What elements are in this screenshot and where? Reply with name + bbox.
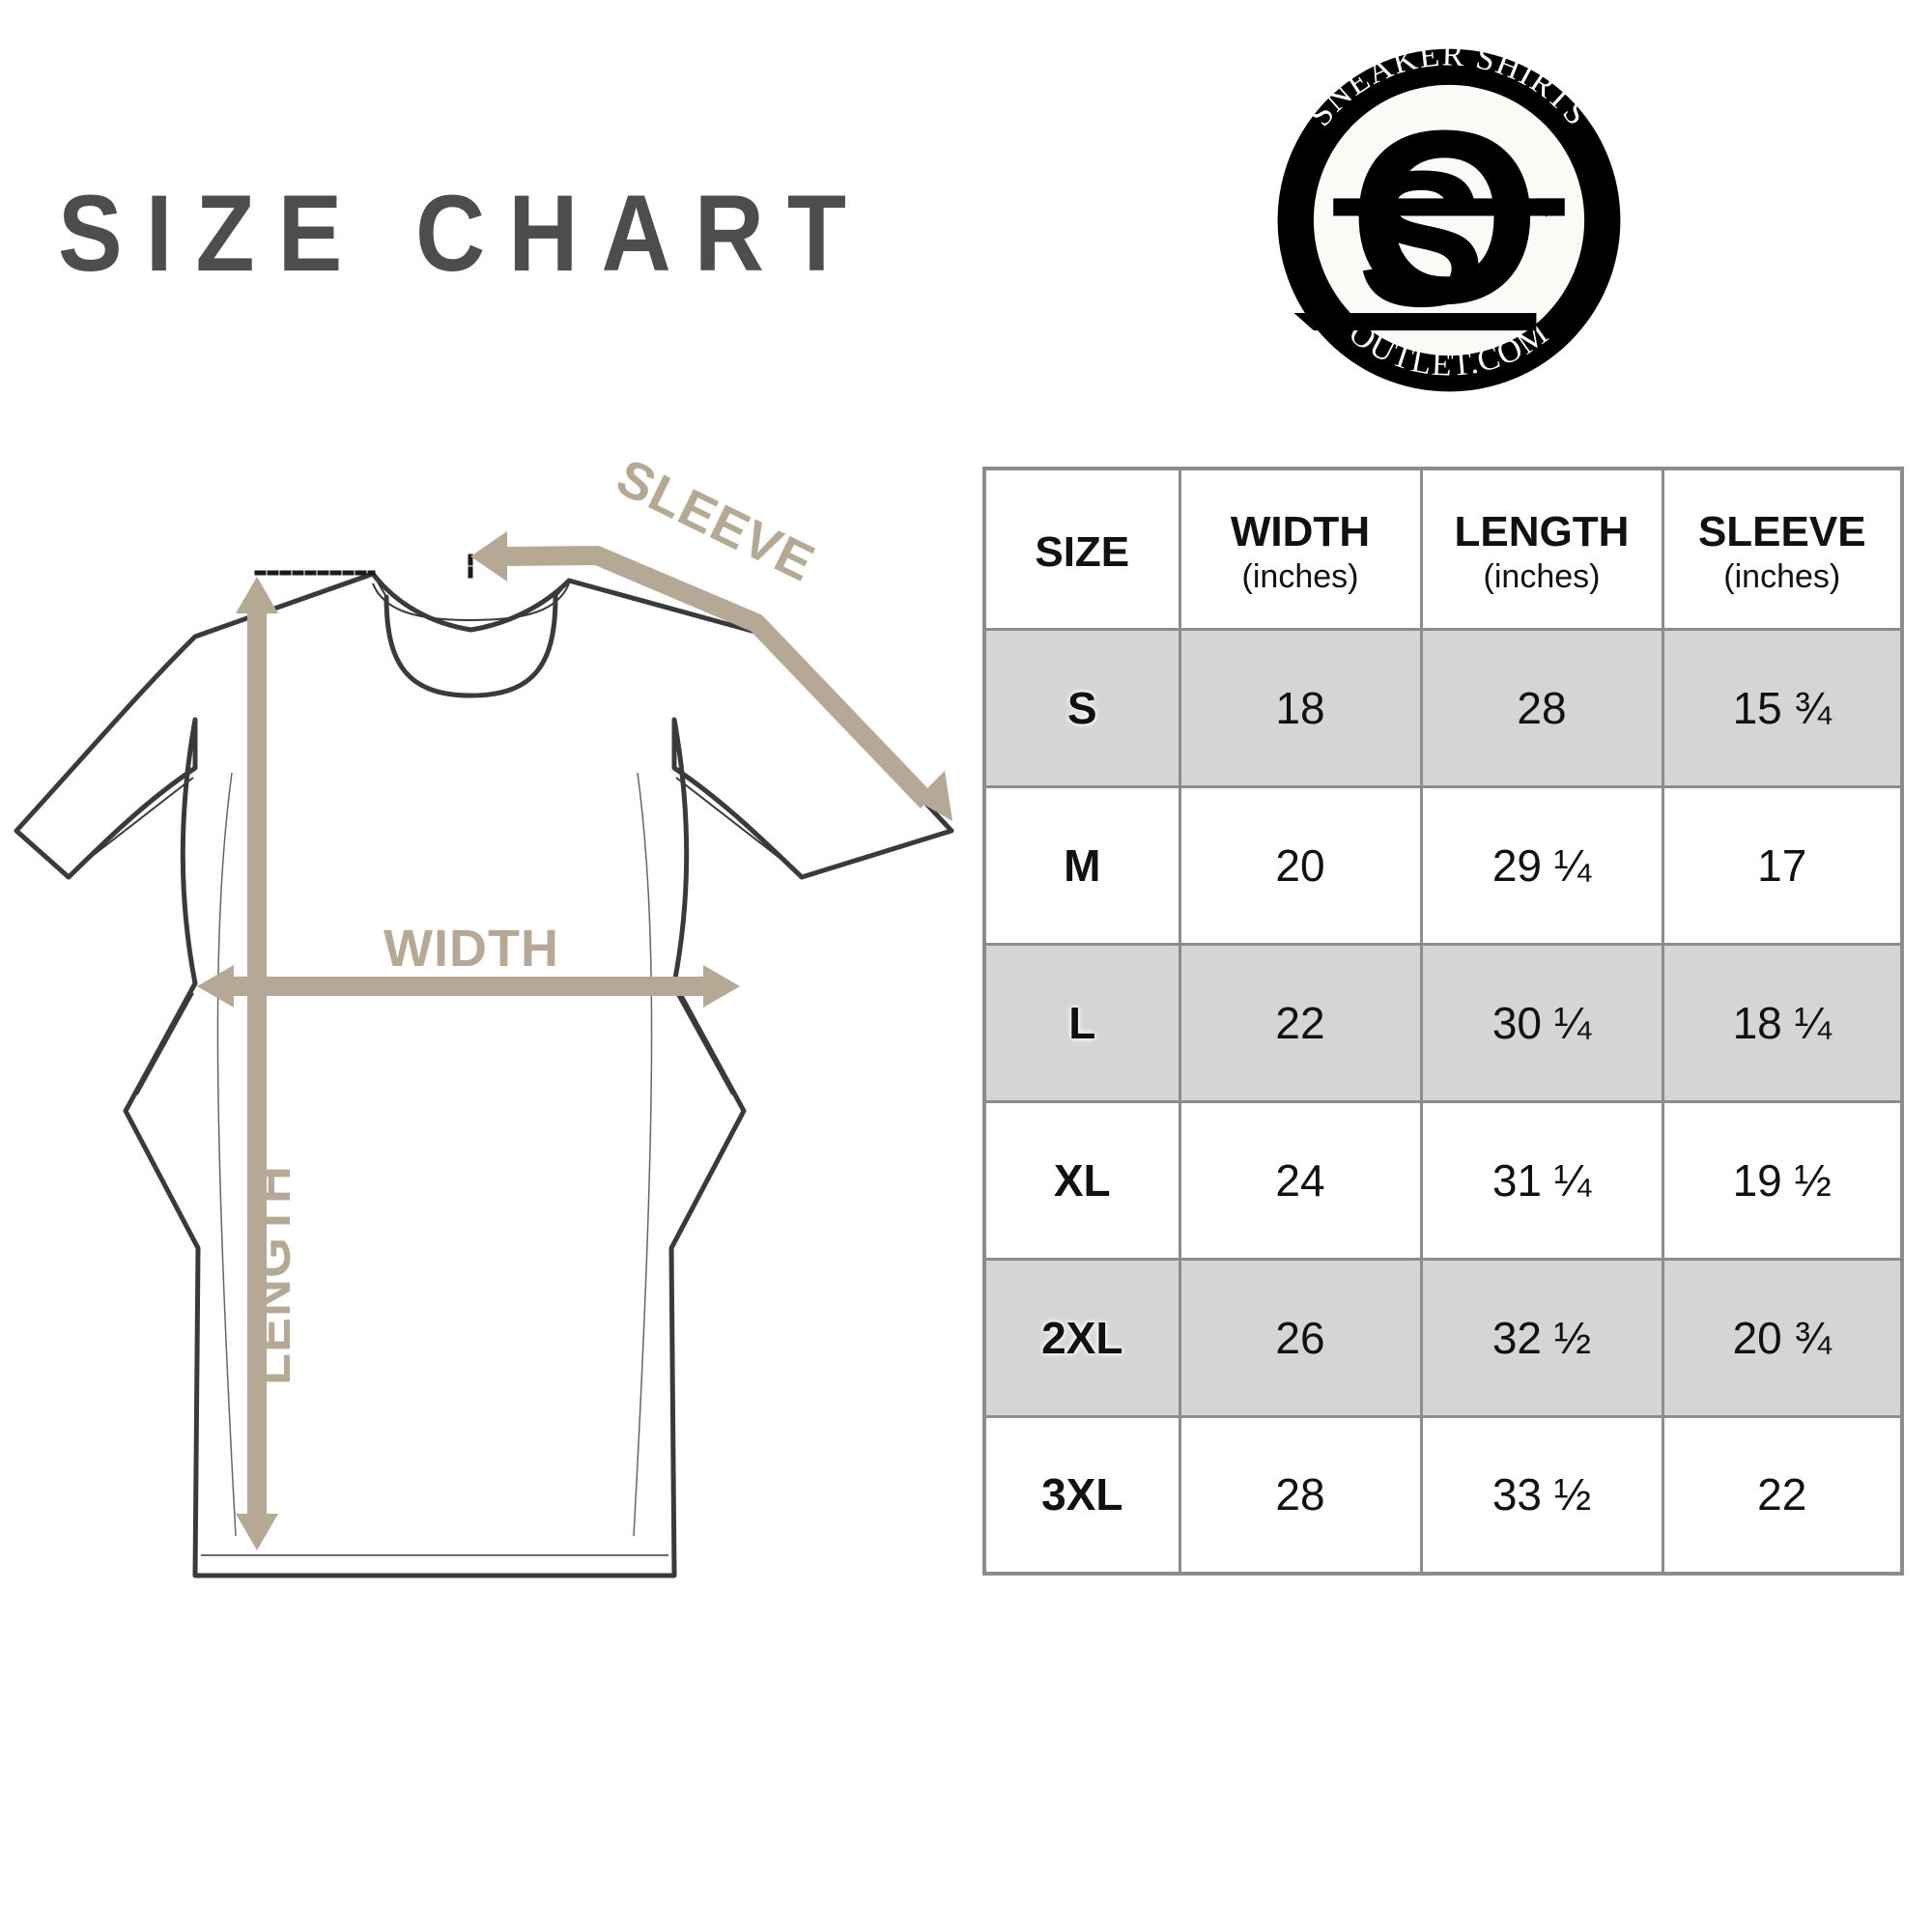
svg-text:LENGTH: LENGTH bbox=[243, 1165, 301, 1385]
svg-text:WIDTH: WIDTH bbox=[384, 920, 559, 978]
